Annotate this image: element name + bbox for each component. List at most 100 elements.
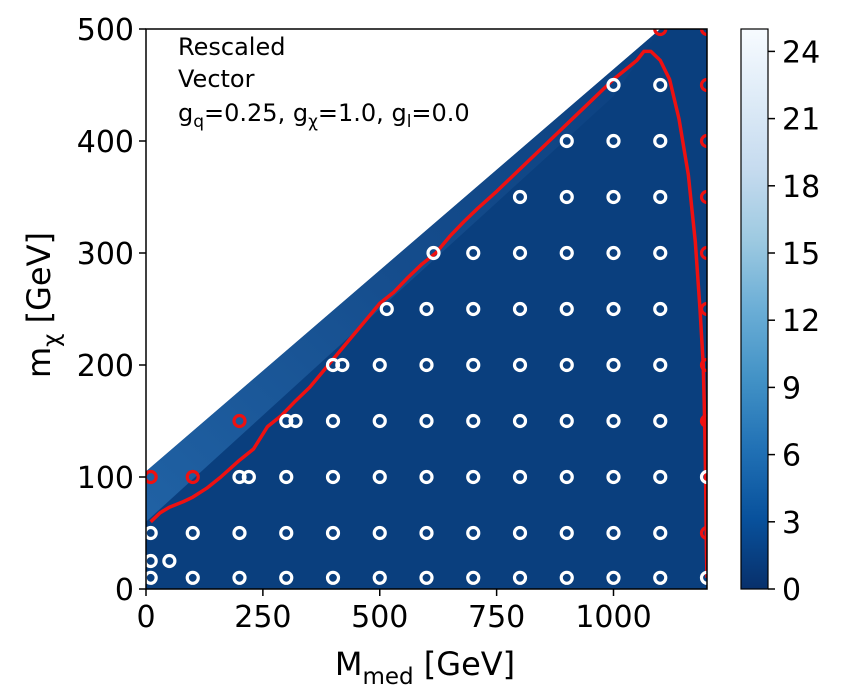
excluded-point — [512, 413, 528, 429]
excluded-point — [372, 357, 387, 373]
allowed-point — [699, 525, 707, 541]
excluded-point — [185, 570, 200, 585]
excluded-point — [335, 357, 350, 373]
x-axis-label: Mmed [GeV] — [335, 645, 515, 690]
allowed-point — [185, 469, 200, 485]
excluded-point — [325, 357, 341, 373]
excluded-point — [325, 525, 341, 541]
x-tick-label: 250 — [234, 600, 291, 635]
excluded-point — [232, 469, 247, 485]
excluded-point — [559, 469, 574, 485]
excluded-point — [512, 469, 528, 485]
excluded-point — [512, 245, 528, 261]
colorbar-tick-label: 3 — [782, 506, 801, 541]
excluded-point — [606, 469, 621, 485]
colorbar-tick-label: 24 — [782, 35, 820, 70]
excluded-point — [146, 570, 158, 585]
excluded-points-series — [146, 77, 707, 585]
excluded-point — [241, 469, 256, 485]
annotation-line-2: Vector — [178, 65, 255, 93]
excluded-point — [606, 413, 621, 429]
excluded-point — [372, 469, 387, 485]
excluded-point — [185, 525, 200, 541]
excluded-point — [232, 570, 247, 585]
exclusion-contour-line — [149, 49, 707, 578]
x-tick-label: 0 — [136, 600, 155, 635]
y-axis-label: mχ [GeV] — [20, 232, 65, 378]
colorbar-tick-label: 6 — [782, 439, 801, 474]
colorbar-ticks: 0 3 6 9 12 15 18 21 24 — [768, 35, 820, 608]
allowed-point — [699, 189, 707, 205]
excluded-point — [606, 357, 621, 373]
excluded-point — [559, 357, 574, 373]
excluded-point — [606, 525, 621, 541]
excluded-point — [559, 245, 574, 261]
excluded-point — [372, 570, 387, 585]
allowed-point — [699, 357, 707, 373]
colorbar-tick-label: 15 — [782, 237, 820, 272]
excluded-point — [379, 301, 394, 317]
y-tick-label: 400 — [77, 125, 134, 160]
excluded-point — [466, 525, 481, 541]
excluded-point — [606, 245, 621, 261]
x-tick-label: 750 — [468, 600, 525, 635]
excluded-point — [653, 570, 668, 585]
excluded-point — [512, 570, 528, 585]
excluded-point — [419, 570, 434, 585]
excluded-point — [419, 301, 434, 317]
x-tick-label: 500 — [351, 600, 408, 635]
excluded-point — [512, 301, 528, 317]
excluded-point — [512, 189, 528, 205]
excluded-point — [466, 357, 481, 373]
y-tick-label: 0 — [115, 573, 134, 608]
allowed-point — [699, 133, 707, 149]
colorbar — [740, 28, 769, 590]
excluded-point — [372, 413, 387, 429]
allowed-point — [699, 77, 707, 93]
excluded-point — [512, 357, 528, 373]
excluded-point — [279, 570, 294, 585]
excluded-point — [288, 413, 303, 429]
x-axis-ticks: 0 250 500 750 1000 — [136, 589, 652, 635]
exclusion-region-edge-gradient — [146, 29, 661, 522]
annotation-line-1: Rescaled — [178, 33, 285, 61]
allowed-point — [699, 301, 707, 317]
allowed-point — [699, 245, 707, 261]
colorbar-tick-label: 21 — [782, 103, 820, 138]
excluded-point — [653, 245, 668, 261]
excluded-point — [419, 525, 434, 541]
excluded-point — [466, 413, 481, 429]
allowed-point — [653, 29, 668, 37]
y-tick-label: 300 — [77, 237, 134, 272]
excluded-point — [653, 77, 668, 93]
y-tick-label: 100 — [77, 461, 134, 496]
excluded-point — [559, 133, 574, 149]
allowed-point — [699, 413, 707, 429]
excluded-point — [653, 469, 668, 485]
excluded-point — [162, 553, 177, 569]
excluded-point — [466, 245, 481, 261]
excluded-point — [653, 413, 668, 429]
exclusion-region-fill — [146, 29, 707, 589]
y-axis-ticks: 0 100 200 300 400 500 — [77, 13, 146, 608]
excluded-point — [419, 357, 434, 373]
colorbar-tick-label: 0 — [782, 573, 801, 608]
excluded-point — [419, 469, 434, 485]
excluded-point — [279, 525, 294, 541]
colorbar-tick-label: 12 — [782, 304, 820, 339]
annotation-line-3: gq=0.25, gχ=1.0, gl=0.0 — [178, 99, 470, 132]
excluded-point — [146, 553, 158, 569]
excluded-point — [419, 413, 434, 429]
excluded-point — [512, 525, 528, 541]
excluded-point — [279, 469, 294, 485]
excluded-point — [606, 189, 621, 205]
excluded-point — [653, 133, 668, 149]
excluded-point — [426, 245, 441, 261]
excluded-point — [606, 301, 621, 317]
y-tick-label: 500 — [77, 13, 134, 48]
excluded-point — [559, 301, 574, 317]
excluded-point — [466, 301, 481, 317]
excluded-point — [606, 77, 621, 93]
excluded-point — [653, 525, 668, 541]
excluded-point — [559, 570, 574, 585]
